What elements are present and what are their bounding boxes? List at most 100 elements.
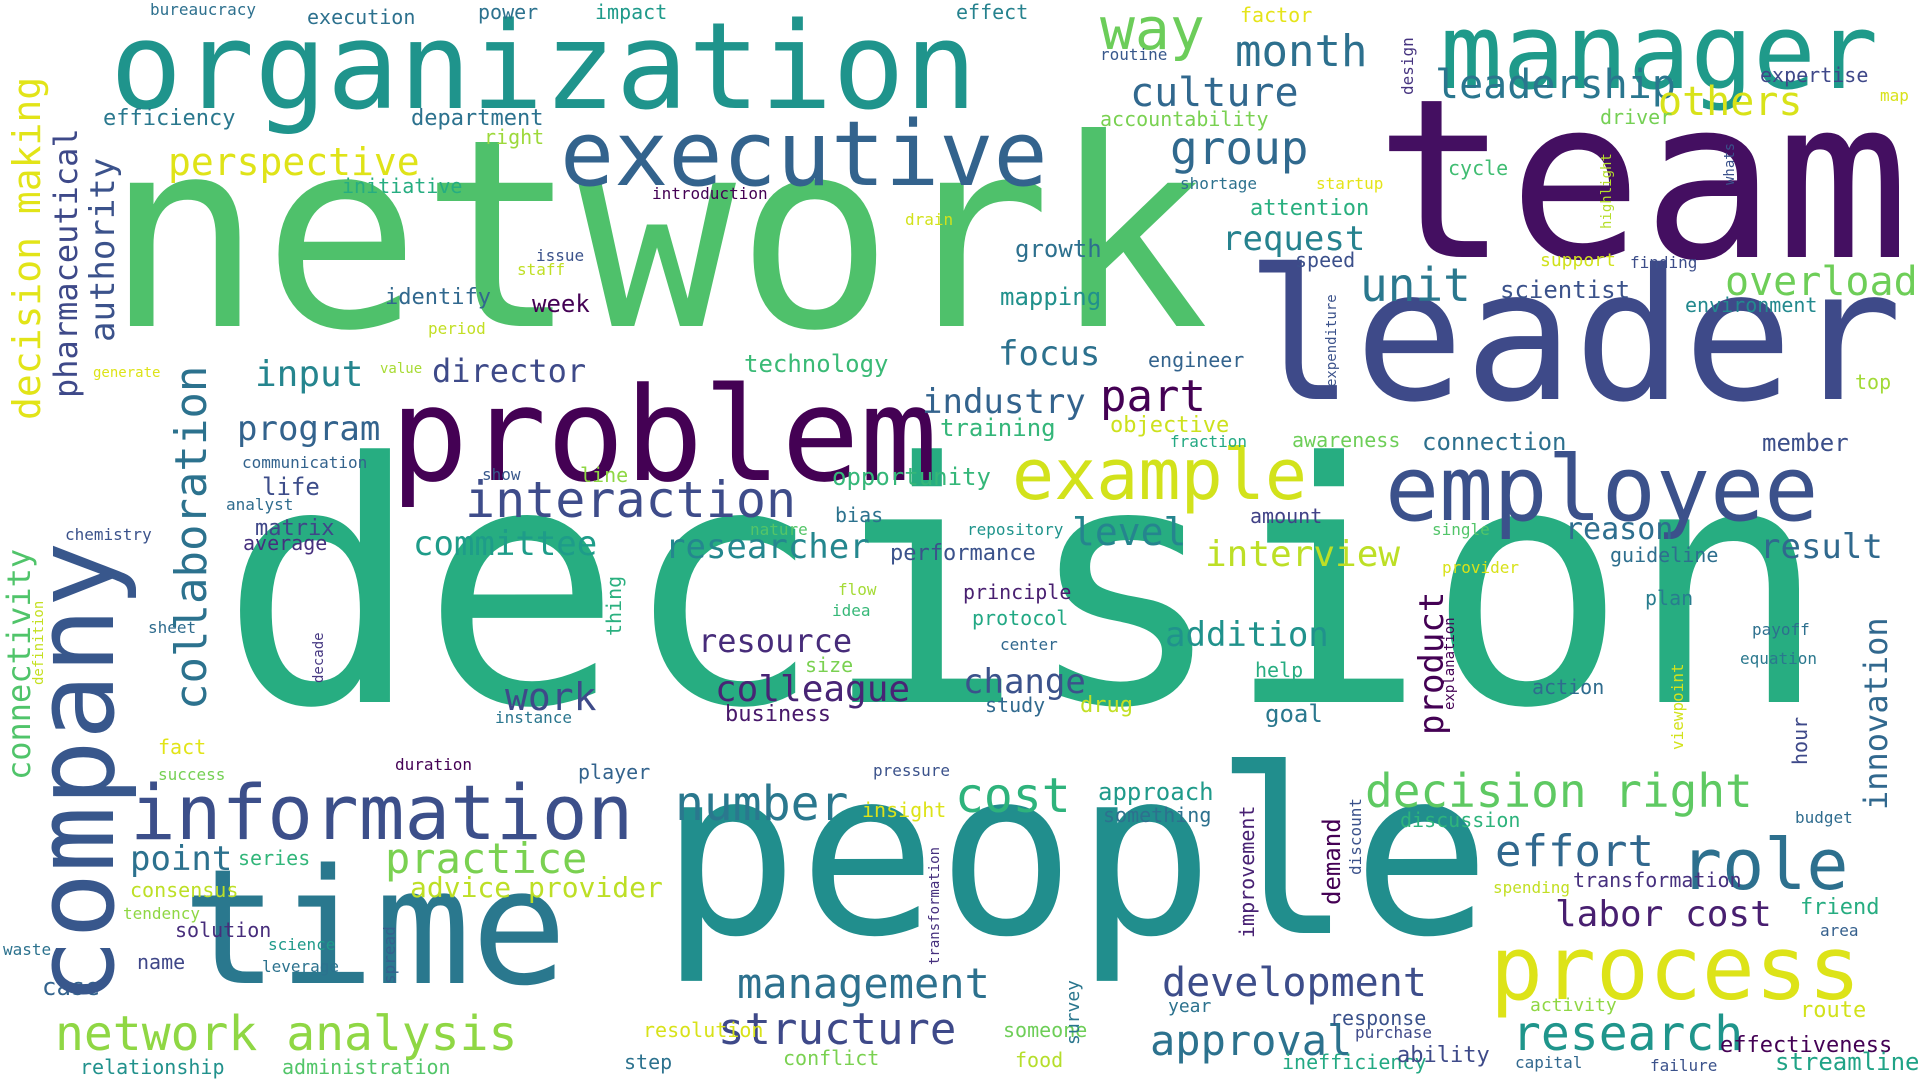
word-map: map: [1880, 86, 1909, 105]
word-something: something: [1103, 803, 1212, 827]
word-definition: definition: [31, 600, 47, 685]
word-employee: employee: [1385, 437, 1819, 542]
word-result: result: [1760, 527, 1883, 567]
word-solution: series: [238, 846, 311, 870]
word-inclusion: failure: [1650, 1056, 1718, 1075]
word-hour: hour: [1788, 716, 1812, 765]
word-activity: route: [1800, 998, 1867, 1023]
word-whats: whats: [1722, 142, 1738, 185]
word-administration: relationship: [80, 1055, 225, 1079]
word-introduction: introduction: [652, 184, 768, 203]
word-driver: driver: [1600, 105, 1673, 129]
word-practice: practice: [385, 834, 588, 883]
word-number: number: [675, 776, 849, 832]
word-issue: issue: [536, 246, 585, 265]
word-people: people: [660, 721, 1491, 988]
word-support: support: [1540, 250, 1616, 271]
word-culture: culture: [1130, 70, 1299, 116]
word-decision-right: decision right: [1365, 764, 1753, 818]
word-time: time: [182, 834, 568, 1021]
word-resource: resource: [698, 622, 853, 660]
word-initiative: initiative: [342, 174, 463, 198]
word-group: group: [1170, 121, 1309, 175]
word-performance: performance: [890, 541, 1036, 566]
word-identify: identify: [385, 285, 491, 310]
word-week: week: [532, 290, 590, 318]
word-leverage: science: [268, 935, 336, 954]
word-center: center: [1000, 635, 1058, 654]
word-single: single: [1432, 520, 1490, 539]
word-business: business: [725, 702, 831, 727]
word-focus: focus: [998, 334, 1101, 374]
word-month: month: [1235, 26, 1368, 77]
word-period: period: [428, 319, 486, 338]
word-researcher: researcher: [665, 527, 870, 567]
word-execution: execution: [307, 5, 416, 29]
word-director: director: [432, 352, 587, 390]
word-mapping: mapping: [1000, 283, 1102, 311]
word-chemistry: chemistry: [65, 525, 152, 544]
word-member: member: [1762, 429, 1849, 457]
word-effect: effect: [956, 0, 1029, 24]
word-awareness: awareness: [1292, 428, 1401, 452]
word-way: way: [1100, 0, 1205, 63]
word-executive: executive: [560, 102, 1048, 207]
word-request: request: [1222, 219, 1366, 259]
word-ability: inefficiency: [1282, 1050, 1427, 1074]
word-step: resolution: [643, 1018, 764, 1042]
word-labor-cost: labor cost: [1555, 894, 1772, 935]
word-network-analysis: network analysis: [55, 1006, 518, 1062]
word-drain: drain: [905, 210, 954, 229]
word-pharmaceutical: pharmaceutical: [47, 128, 85, 398]
word-environment: environment: [1685, 293, 1818, 317]
word-committee: committee: [413, 524, 598, 564]
word-bias: bias: [835, 503, 884, 527]
word-unit: unit: [1360, 258, 1471, 312]
word-growth: growth: [1015, 235, 1102, 263]
word-line: line: [580, 463, 629, 487]
word-cycle: cycle: [1448, 156, 1509, 180]
word-decision: decision: [220, 392, 1829, 781]
word-network: network: [105, 83, 1210, 388]
word-connection: connection: [1422, 428, 1567, 456]
word-overload: overload: [1725, 259, 1918, 305]
word-effectiveness: capital: [1515, 1053, 1583, 1072]
word-amount: amount: [1250, 504, 1323, 528]
word-others: others: [1658, 79, 1803, 125]
word-life: life: [262, 473, 320, 501]
word-team: team: [1375, 52, 1910, 310]
word-manager: manager: [1440, 0, 1879, 113]
word-input: input: [255, 354, 364, 395]
word-cost: cost: [955, 768, 1071, 824]
word-protocol: protocol: [972, 606, 1069, 630]
word-objective: objective: [1110, 413, 1230, 438]
word-food: someone: [1003, 1018, 1088, 1042]
word-spending: transformation: [1573, 868, 1742, 892]
word-accountability: accountability: [1100, 107, 1269, 131]
word-fraction: fraction: [1170, 432, 1248, 451]
word-interaction: interaction: [465, 471, 797, 529]
word-structure: structure: [718, 1004, 957, 1055]
word-matrix: matrix: [255, 516, 335, 541]
word-routine: routine: [1100, 45, 1168, 64]
word-decade: decade: [311, 632, 327, 683]
word-viewpoint: viewpoint: [1668, 663, 1687, 750]
word-series: tendency: [123, 904, 201, 923]
word-leadership: leadership: [1435, 62, 1676, 108]
word-insight: insight: [862, 798, 947, 822]
word-design: design: [1398, 37, 1417, 95]
word-organization: organization: [110, 0, 977, 137]
word-program: program: [237, 409, 381, 449]
word-instance: instance: [495, 708, 573, 727]
word-someone: conflict: [783, 1046, 880, 1070]
word-drug: drug: [1080, 693, 1133, 718]
word-pressure: pressure: [873, 761, 951, 780]
word-friend: spending: [1493, 878, 1571, 897]
word-colleague: colleague: [715, 669, 911, 710]
word-staff: staff: [517, 260, 566, 279]
word-department: department: [411, 106, 544, 131]
word-equation: equation: [1740, 649, 1818, 668]
word-discount: discount: [1346, 797, 1365, 875]
word-decision-making: decision making: [5, 76, 49, 420]
word-bureaucracy: bureaucracy: [150, 0, 256, 19]
